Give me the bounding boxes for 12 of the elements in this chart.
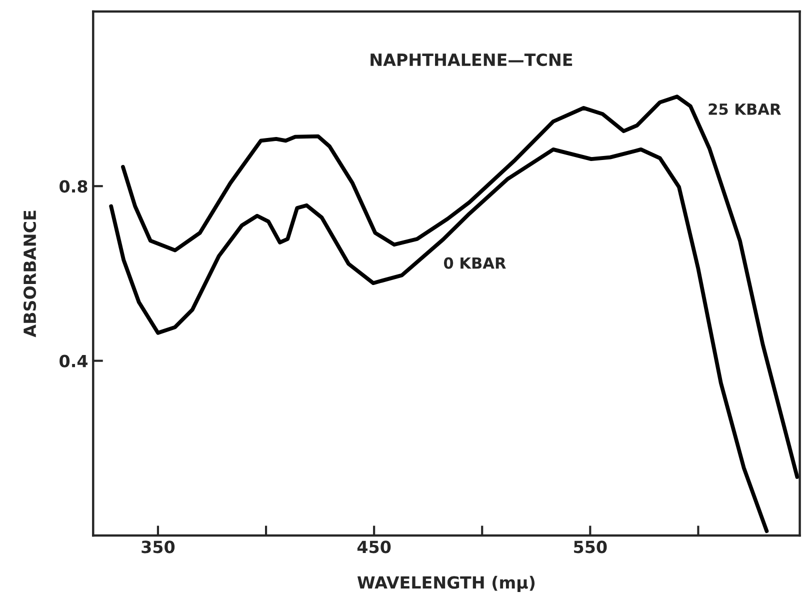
series-label: 0 KBAR — [444, 257, 506, 269]
text: NAPHTHALENE—TCNE — [370, 53, 572, 66]
line-series — [121, 94, 800, 479]
y-axis-title: ABSORBANCE — [23, 210, 36, 338]
x-tick-label: 350 — [142, 540, 175, 554]
y-tick-label: 0.4 — [60, 354, 88, 368]
line-series — [109, 148, 769, 534]
x-tick-label: 550 — [574, 540, 607, 554]
x-tick-label: 450 — [357, 540, 391, 554]
series-label: 25 KBAR — [708, 103, 781, 115]
x-axis-title: WAVELENGTH (mμ) — [357, 576, 535, 592]
y-tick-label: 0.8 — [60, 180, 88, 193]
